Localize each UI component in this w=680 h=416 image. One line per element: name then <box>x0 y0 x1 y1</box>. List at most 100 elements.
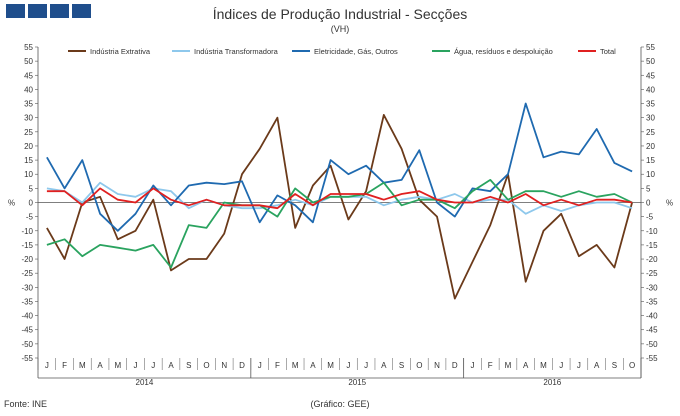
y-tick-label-left: 15 <box>24 156 33 165</box>
y-tick-label-left: 45 <box>24 71 33 80</box>
x-tick-label: A <box>523 361 529 370</box>
logo-block <box>72 4 91 18</box>
x-tick-label: D <box>239 361 245 370</box>
x-tick-label: M <box>540 361 547 370</box>
x-tick-label: M <box>327 361 334 370</box>
x-year-label: 2014 <box>136 378 154 387</box>
y-tick-label-left: 25 <box>24 128 33 137</box>
x-tick-label: N <box>221 361 227 370</box>
x-tick-label: O <box>203 361 209 370</box>
x-tick-label: A <box>381 361 387 370</box>
x-tick-label: M <box>292 361 299 370</box>
y-tick-label-left: 20 <box>24 142 33 151</box>
y-tick-label-right: -45 <box>646 326 658 335</box>
chart-subtitle: (VH) <box>330 24 350 34</box>
ine-logo <box>6 4 91 18</box>
y-tick-label-left: 55 <box>24 43 33 52</box>
x-tick-label: J <box>134 361 138 370</box>
y-tick-label-right: 45 <box>646 71 655 80</box>
x-tick-label: A <box>97 361 103 370</box>
y-tick-label-right: 55 <box>646 43 655 52</box>
legend-label: Eletricidade, Gás, Outros <box>314 47 398 56</box>
y-tick-label-right: 10 <box>646 170 655 179</box>
y-tick-label-right: -30 <box>646 283 658 292</box>
y-tick-label-right: 5 <box>646 184 651 193</box>
legend-label: Total <box>600 47 616 56</box>
source-note: Fonte: INE <box>4 399 48 409</box>
y-tick-label-right: -40 <box>646 312 658 321</box>
y-tick-label-left: 10 <box>24 170 33 179</box>
y-tick-label-right: 25 <box>646 128 655 137</box>
y-tick-label-right: 50 <box>646 57 655 66</box>
y-tick-label-right: 0 <box>646 199 651 208</box>
y-tick-label-left: -45 <box>21 326 33 335</box>
y-tick-label-left: -50 <box>21 340 33 349</box>
y-tick-label-right: -50 <box>646 340 658 349</box>
y-tick-label-left: 5 <box>29 184 34 193</box>
x-year-label: 2015 <box>348 378 366 387</box>
y-tick-label-left: 40 <box>24 85 33 94</box>
y-tick-label-right: -20 <box>646 255 658 264</box>
y-tick-label-right: 40 <box>646 85 655 94</box>
series-line-ind-stria-extrativa <box>46 114 633 300</box>
y-tick-label-left: 35 <box>24 100 33 109</box>
logo-block <box>28 4 47 18</box>
x-tick-label: N <box>434 361 440 370</box>
y-tick-label-right: -55 <box>646 354 658 363</box>
x-year-label: 2016 <box>543 378 561 387</box>
x-tick-label: F <box>488 361 493 370</box>
chart-credit: (Gráfico: GEE) <box>310 399 370 409</box>
series-line-eletricidade-g-s-outros <box>46 102 633 232</box>
series-line--gua-res-duos-e-despolui-o <box>46 178 633 269</box>
legend-label: Água, resíduos e despoluição <box>454 47 553 56</box>
y-tick-label-left: -10 <box>21 227 33 236</box>
logo-block <box>6 4 25 18</box>
y-tick-label-right: 15 <box>646 156 655 165</box>
y-tick-label-right: 30 <box>646 114 655 123</box>
x-tick-label: F <box>275 361 280 370</box>
y-axis-label-right: % <box>666 199 673 208</box>
x-tick-label: J <box>471 361 475 370</box>
legend-label: Indústria Extrativa <box>90 47 151 56</box>
y-tick-label-right: 20 <box>646 142 655 151</box>
y-tick-label-right: -25 <box>646 269 658 278</box>
y-axis-label-left: % <box>8 199 15 208</box>
y-tick-label-left: 30 <box>24 114 33 123</box>
x-tick-label: A <box>594 361 600 370</box>
x-tick-label: M <box>505 361 512 370</box>
x-tick-label: M <box>79 361 86 370</box>
y-tick-label-right: 35 <box>646 100 655 109</box>
series-line-ind-stria-transformadora <box>46 181 633 215</box>
x-tick-label: O <box>416 361 422 370</box>
x-tick-label: S <box>186 361 191 370</box>
x-tick-label: S <box>399 361 404 370</box>
x-tick-label: J <box>559 361 563 370</box>
y-tick-label-left: -15 <box>21 241 33 250</box>
x-tick-label: J <box>258 361 262 370</box>
y-tick-label-left: 50 <box>24 57 33 66</box>
x-tick-label: A <box>168 361 174 370</box>
x-tick-label: S <box>612 361 617 370</box>
y-tick-label-right: -15 <box>646 241 658 250</box>
logo-block <box>50 4 69 18</box>
y-tick-label-right: -5 <box>646 213 654 222</box>
x-tick-label: O <box>629 361 635 370</box>
y-tick-label-left: -30 <box>21 283 33 292</box>
y-tick-label-left: -25 <box>21 269 33 278</box>
x-tick-label: M <box>114 361 121 370</box>
y-tick-label-left: 0 <box>29 199 34 208</box>
y-tick-label-left: -5 <box>26 213 34 222</box>
y-tick-label-right: -35 <box>646 297 658 306</box>
y-tick-label-left: -35 <box>21 297 33 306</box>
x-tick-label: F <box>62 361 67 370</box>
x-tick-label: D <box>452 361 458 370</box>
legend-label: Indústria Transformadora <box>194 47 279 56</box>
x-tick-label: J <box>346 361 350 370</box>
y-tick-label-right: -10 <box>646 227 658 236</box>
x-tick-label: A <box>310 361 316 370</box>
x-tick-label: J <box>151 361 155 370</box>
y-tick-label-left: -55 <box>21 354 33 363</box>
x-tick-label: J <box>45 361 49 370</box>
x-tick-label: J <box>577 361 581 370</box>
